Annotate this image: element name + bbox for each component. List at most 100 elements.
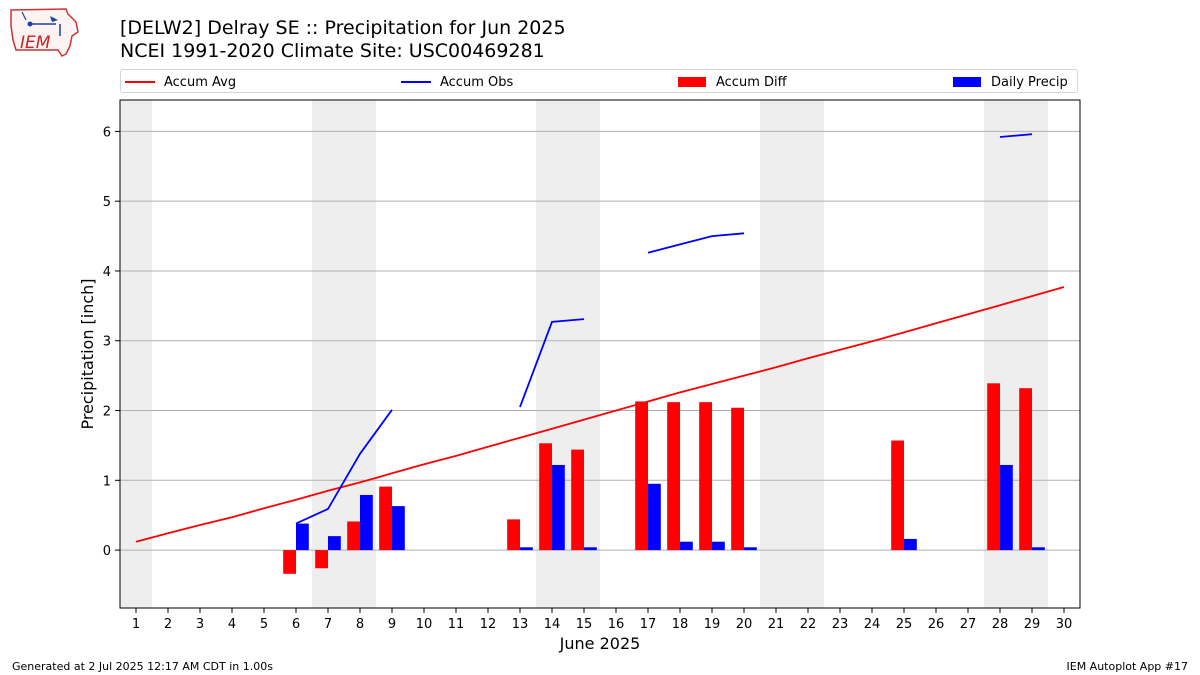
weekend-shade-day-21 <box>760 100 792 608</box>
x-tick-label-1: 1 <box>132 617 140 632</box>
x-tick-label-26: 26 <box>928 617 945 632</box>
accum-obs-line-segment-0 <box>295 409 393 525</box>
accum-diff-bar-day-28 <box>987 383 1000 551</box>
x-tick-label-4: 4 <box>228 617 236 632</box>
x-tick-label-17: 17 <box>640 617 657 632</box>
logo-text: IEM <box>20 33 51 53</box>
x-tick-label-18: 18 <box>672 617 689 632</box>
daily-precip-bar-day-29 <box>1032 547 1045 551</box>
x-tick-label-30: 30 <box>1056 617 1073 632</box>
accum-diff-bar-day-8 <box>347 521 360 551</box>
x-tick-label-2: 2 <box>164 617 172 632</box>
x-tick-label-13: 13 <box>512 617 529 632</box>
legend-label-accum-obs: Accum Obs <box>440 74 514 90</box>
accum-diff-bar-day-6 <box>283 550 296 574</box>
x-tick-label-7: 7 <box>324 617 332 632</box>
daily-precip-bar-day-18 <box>680 541 693 551</box>
y-tick-label-2: 2 <box>103 405 111 420</box>
x-tick-label-9: 9 <box>388 617 396 632</box>
x-tick-label-15: 15 <box>576 617 593 632</box>
x-tick-label-5: 5 <box>260 617 268 632</box>
accum-diff-bar-day-14 <box>539 443 552 551</box>
y-axis-ticks: 0 1 2 3 4 5 6 <box>103 125 120 559</box>
daily-precip-bar-day-17 <box>648 483 661 551</box>
x-tick-label-23: 23 <box>832 617 849 632</box>
daily-precip-bar-day-28 <box>1000 464 1013 551</box>
x-tick-label-24: 24 <box>864 617 881 632</box>
legend-label-accum-avg: Accum Avg <box>164 74 237 90</box>
weekend-shade-day-7 <box>312 100 344 608</box>
accum-obs-line-segment-2 <box>647 232 745 254</box>
x-tick-label-21: 21 <box>768 617 785 632</box>
legend-label-accum-diff: Accum Diff <box>716 74 787 90</box>
y-tick-label-1: 1 <box>103 474 111 489</box>
legend-label-daily-precip: Daily Precip <box>991 74 1068 90</box>
legend-item-accum-obs: Accum Obs <box>401 70 513 94</box>
accum-avg-line-segment-0 <box>135 286 1065 543</box>
weekend-shade-day-1 <box>120 100 152 608</box>
x-tick-label-10: 10 <box>416 617 433 632</box>
legend-swatch-accum-avg <box>125 81 155 83</box>
accum-diff-bar-day-15 <box>571 449 584 551</box>
legend-swatch-accum-diff <box>678 77 706 87</box>
legend-swatch-accum-obs <box>401 81 431 83</box>
y-axis-label: Precipitation [inch] <box>78 278 97 429</box>
x-tick-label-6: 6 <box>292 617 300 632</box>
legend-item-accum-avg: Accum Avg <box>125 70 236 94</box>
x-tick-label-29: 29 <box>1024 617 1041 632</box>
chart-legend: Accum Avg Accum Obs Accum Diff Daily Pre… <box>120 69 1078 93</box>
x-tick-label-25: 25 <box>896 617 913 632</box>
chart-subtitle: NCEI 1991-2020 Climate Site: USC00469281 <box>120 40 545 62</box>
x-tick-label-8: 8 <box>356 617 364 632</box>
daily-precip-bar-day-14 <box>552 464 565 551</box>
y-tick-label-5: 5 <box>103 195 111 210</box>
legend-item-daily-precip: Daily Precip <box>953 70 1068 94</box>
iem-logo: IEM <box>8 6 80 58</box>
y-tick-label-6: 6 <box>103 125 111 140</box>
accum-diff-bar-day-20 <box>731 407 744 551</box>
daily-precip-bar-day-7 <box>328 536 341 551</box>
y-tick-label-0: 0 <box>103 544 111 559</box>
legend-item-accum-diff: Accum Diff <box>678 70 787 94</box>
daily-precip-bar-day-15 <box>584 547 597 551</box>
x-tick-label-22: 22 <box>800 617 817 632</box>
accum-obs-line-segment-1 <box>519 318 585 408</box>
x-tick-label-20: 20 <box>736 617 753 632</box>
accum-diff-bar-day-9 <box>379 486 392 551</box>
x-tick-label-14: 14 <box>544 617 561 632</box>
daily-precip-bar-day-8 <box>360 494 373 551</box>
accum-obs-line-segment-3 <box>999 133 1033 138</box>
y-tick-label-4: 4 <box>103 265 111 280</box>
footer-generated: Generated at 2 Jul 2025 12:17 AM CDT in … <box>12 660 273 673</box>
bars-layer <box>283 383 1045 574</box>
daily-precip-bar-day-9 <box>392 506 405 551</box>
daily-precip-bar-day-13 <box>520 547 533 551</box>
x-tick-label-19: 19 <box>704 617 721 632</box>
x-tick-label-16: 16 <box>608 617 625 632</box>
daily-precip-bar-day-20 <box>744 547 757 551</box>
plot-frame <box>119 99 1081 609</box>
x-tick-label-28: 28 <box>992 617 1009 632</box>
accum-diff-bar-day-7 <box>315 550 328 569</box>
accum-diff-bar-day-29 <box>1019 388 1032 551</box>
iowa-map-logo-icon: IEM <box>10 8 79 57</box>
footer-app: IEM Autoplot App #17 <box>1066 660 1189 673</box>
daily-precip-bar-day-25 <box>904 538 917 551</box>
y-tick-label-3: 3 <box>103 335 111 350</box>
daily-precip-bar-day-6 <box>296 523 309 551</box>
chart-title: [DELW2] Delray SE :: Precipitation for J… <box>120 17 566 39</box>
accum-diff-bar-day-25 <box>891 440 904 551</box>
x-tick-label-3: 3 <box>196 617 204 632</box>
weekend-shade-day-22 <box>792 100 824 608</box>
accum-diff-bar-day-17 <box>635 401 648 551</box>
x-axis-label: June 2025 <box>559 634 641 653</box>
x-tick-label-27: 27 <box>960 617 977 632</box>
accum-diff-bar-day-19 <box>699 402 712 551</box>
daily-precip-bar-day-19 <box>712 541 725 551</box>
legend-swatch-daily-precip <box>953 77 981 87</box>
lines-layer <box>135 133 1065 543</box>
x-tick-label-12: 12 <box>480 617 497 632</box>
y-gridlines <box>120 130 1080 551</box>
accum-diff-bar-day-18 <box>667 402 680 551</box>
